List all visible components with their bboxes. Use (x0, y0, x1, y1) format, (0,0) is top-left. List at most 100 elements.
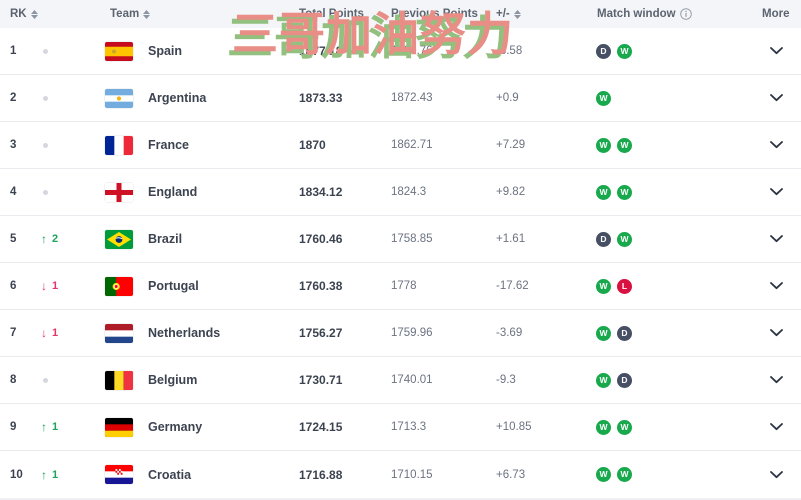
match-result-badge-d[interactable]: D (617, 325, 632, 341)
expand-row-button[interactable] (770, 329, 783, 337)
sort-updown-icon[interactable] (143, 9, 151, 19)
total-points-cell: 1760.38 (299, 279, 342, 293)
match-result-badge-w[interactable]: W (617, 419, 632, 435)
no-change-dot-icon (43, 48, 48, 54)
match-result-badge-d[interactable]: D (617, 372, 632, 388)
expand-row-button[interactable] (770, 47, 783, 55)
team-name-cell[interactable]: France (148, 138, 189, 152)
rank-movement-cell (41, 48, 48, 54)
rank-value: 3 (10, 139, 17, 151)
total-points-value: 1724.15 (299, 420, 343, 434)
plus-minus-value: -17.62 (496, 280, 529, 292)
team-name-cell[interactable]: England (148, 185, 197, 199)
chevron-down-icon[interactable] (770, 94, 783, 102)
chevron-down-icon[interactable] (770, 235, 783, 243)
team-name-cell[interactable]: Belgium (148, 373, 197, 387)
move-count: 1 (52, 280, 59, 292)
table-row[interactable]: 7 ↓ 1 Netherlands 1756.27 1759.96 -3.69 … (0, 310, 801, 357)
column-header-total-points[interactable]: Total Points (299, 8, 364, 20)
expand-row-button[interactable] (770, 235, 783, 243)
match-result-badge-d[interactable]: D (596, 231, 611, 247)
chevron-down-icon[interactable] (770, 47, 783, 55)
team-name-cell[interactable]: Germany (148, 420, 202, 434)
column-header-previous-points[interactable]: Previous Points (391, 8, 478, 20)
chevron-down-icon[interactable] (770, 470, 783, 479)
team-name-cell[interactable]: Spain (148, 44, 182, 58)
team-name-cell[interactable]: Brazil (148, 232, 182, 246)
previous-points-cell: 1759.96 (391, 327, 433, 339)
match-result-badge-w[interactable]: W (617, 43, 632, 59)
sort-updown-icon[interactable] (30, 9, 38, 19)
match-result-badge-w[interactable]: W (596, 419, 611, 435)
previous-points-cell: 1880.76 (391, 45, 433, 57)
match-result-badge-w[interactable]: W (617, 137, 632, 153)
match-result-badge-w[interactable]: W (617, 184, 632, 200)
column-header-plus-minus[interactable]: +/- (496, 8, 521, 20)
expand-row-button[interactable] (770, 94, 783, 102)
plus-minus-cell: +9.82 (496, 186, 525, 198)
total-points-value: 1834.12 (299, 185, 343, 199)
match-result-badge-w[interactable]: W (596, 184, 611, 200)
rank-value: 4 (10, 186, 17, 198)
match-result-badge-l[interactable]: L (617, 278, 632, 294)
match-result-badge-w[interactable]: W (596, 278, 611, 294)
rank-value: 1 (10, 45, 17, 57)
rank-cell: 9 (10, 421, 16, 433)
match-result-badge-w[interactable]: W (596, 90, 611, 106)
previous-points-value: 1862.71 (391, 139, 433, 151)
column-header-rk[interactable]: RK (10, 8, 38, 20)
plus-minus-cell: -3.58 (496, 45, 522, 57)
chevron-down-icon[interactable] (770, 376, 783, 384)
expand-row-button[interactable] (770, 423, 783, 431)
match-result-badge-w[interactable]: W (617, 467, 632, 482)
flag-croatia-icon (105, 465, 133, 484)
previous-points-cell: 1862.71 (391, 139, 433, 151)
chevron-down-icon[interactable] (770, 423, 783, 431)
match-result-badge-d[interactable]: D (596, 43, 611, 59)
table-row[interactable]: 2 Argentina 1873.33 1872.43 +0.9 W (0, 75, 801, 122)
plus-minus-value: +0.9 (496, 92, 519, 104)
arrow-up-icon: ↑ (41, 232, 47, 246)
team-name-cell[interactable]: Croatia (148, 468, 191, 482)
column-header-team[interactable]: Team (110, 8, 151, 20)
match-result-badge-w[interactable]: W (596, 325, 611, 341)
previous-points-value: 1740.01 (391, 374, 433, 386)
expand-row-button[interactable] (770, 188, 783, 196)
column-header-total-points-label: Total Points (299, 8, 364, 20)
chevron-down-icon[interactable] (770, 329, 783, 337)
flag-cell (105, 135, 133, 155)
total-points-cell: 1760.46 (299, 232, 342, 246)
match-result-badge-w[interactable]: W (596, 467, 611, 482)
flag-cell (105, 88, 133, 108)
plus-minus-value: +6.73 (496, 468, 526, 481)
match-result-badge-w[interactable]: W (596, 137, 611, 153)
match-result-badge-w[interactable]: W (596, 372, 611, 388)
rank-movement-cell (41, 377, 48, 383)
chevron-down-icon[interactable] (770, 282, 783, 290)
team-name-cell[interactable]: Portugal (148, 279, 199, 293)
expand-row-button[interactable] (770, 470, 783, 479)
team-name-cell[interactable]: Argentina (148, 91, 206, 105)
match-result-badge-w[interactable]: W (617, 231, 632, 247)
team-name-cell[interactable]: Netherlands (148, 326, 220, 340)
expand-row-button[interactable] (770, 141, 783, 149)
flag-france-icon (105, 135, 133, 155)
expand-row-button[interactable] (770, 282, 783, 290)
move-count: 1 (52, 421, 59, 433)
chevron-down-icon[interactable] (770, 188, 783, 196)
chevron-down-icon[interactable] (770, 141, 783, 149)
expand-row-button[interactable] (770, 376, 783, 384)
flag-england-icon (105, 182, 133, 202)
sort-updown-icon[interactable] (513, 9, 521, 19)
info-icon[interactable] (679, 8, 692, 20)
